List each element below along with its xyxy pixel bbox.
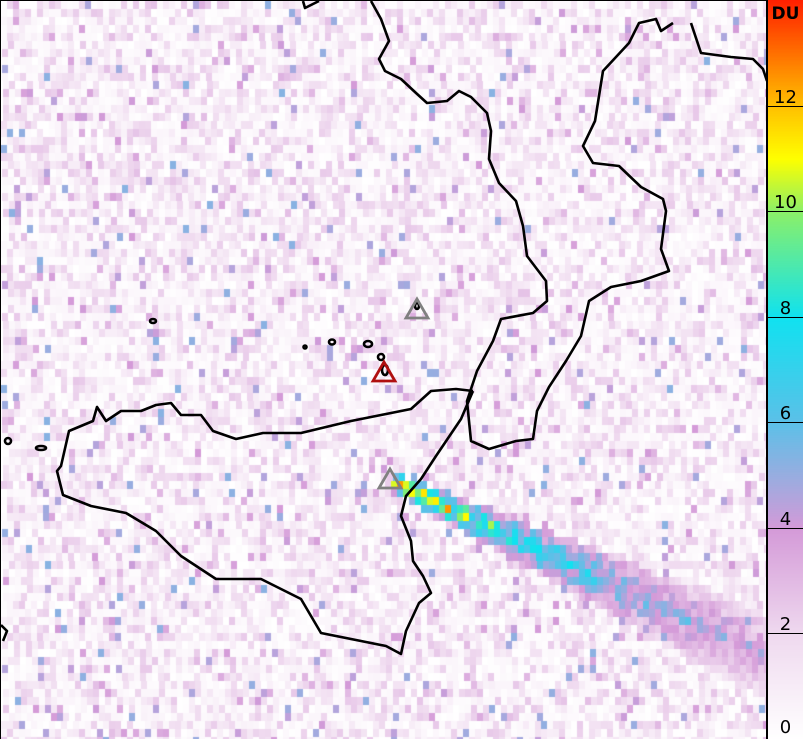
colorbar-tick [768, 211, 803, 213]
coastline-top-fragment [301, 1, 320, 10]
volcano-triangle-icon [376, 466, 404, 490]
map-panel [0, 0, 767, 739]
island [34, 444, 48, 452]
coastline-west-edge [1, 624, 9, 642]
colorbar-tick-label: 0 [779, 717, 792, 738]
colorbar-tick [768, 422, 803, 424]
island [362, 339, 374, 349]
colorbar-unit-label: DU [771, 4, 800, 24]
coastline-sicily [55, 387, 475, 656]
colorbar-tick [768, 633, 803, 635]
colorbar-tick [768, 527, 803, 529]
colorbar-tick [768, 105, 803, 107]
colorbar-tick-label: 6 [779, 403, 792, 425]
island [413, 301, 421, 311]
island [327, 338, 337, 346]
colorbar: DU 0 2 4 6 8 10 12 [766, 0, 803, 739]
coastline-calabria [369, 1, 767, 451]
colorbar-tick-label: 12 [774, 86, 797, 108]
so2-column-pixels [1, 1, 767, 739]
colorbar-tick-label: 2 [779, 614, 792, 636]
island [302, 344, 308, 350]
island [376, 352, 386, 362]
volcano-triangle-icon [403, 296, 431, 320]
colorbar-tick-label: 8 [779, 297, 792, 319]
island [148, 317, 158, 325]
volcano-triangle-icon [370, 359, 398, 383]
colorbar-gradient [768, 0, 803, 739]
colorbar-tick [768, 316, 803, 318]
colorbar-tick-label: 4 [779, 508, 792, 530]
colorbar-tick-label: 10 [774, 192, 797, 214]
coastline-layer [1, 1, 767, 656]
island [3, 436, 13, 446]
